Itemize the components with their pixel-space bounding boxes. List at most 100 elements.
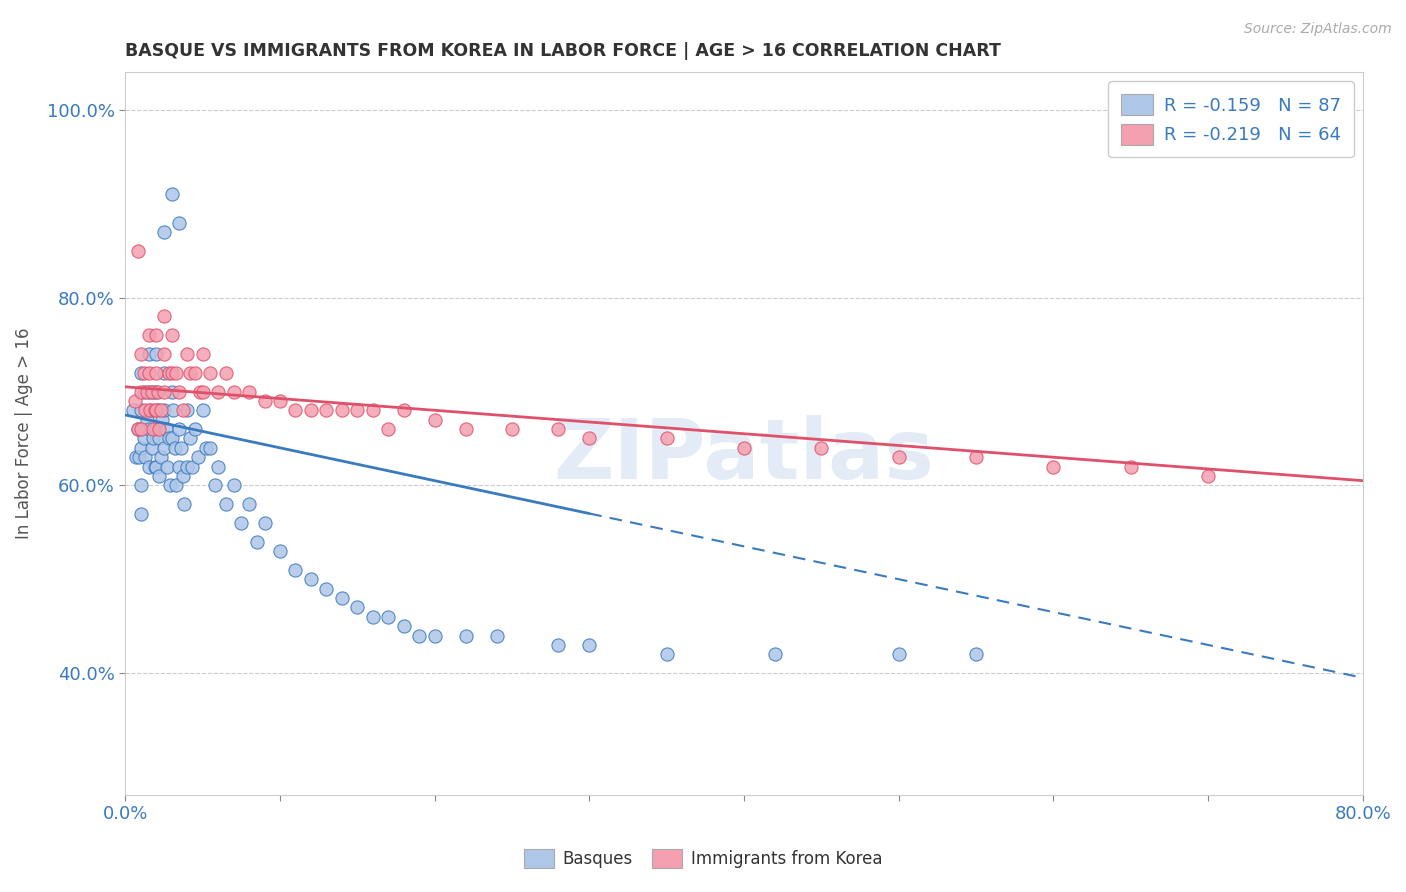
Point: [143, 403, 166, 417]
Point: [160, 366, 183, 380]
Point: [204, 478, 226, 492]
Point: [132, 432, 155, 446]
Point: [160, 432, 183, 446]
Point: [160, 187, 183, 202]
Point: [169, 216, 191, 230]
Point: [169, 422, 191, 436]
Point: [191, 403, 214, 417]
Point: [454, 628, 477, 642]
Point: [655, 648, 678, 662]
Point: [231, 516, 253, 530]
Point: [253, 393, 276, 408]
Point: [128, 450, 150, 465]
Point: [315, 582, 337, 596]
Y-axis label: In Labor Force | Age > 16: In Labor Force | Age > 16: [15, 328, 32, 540]
Point: [124, 393, 146, 408]
Point: [145, 384, 167, 399]
Point: [139, 403, 162, 417]
Point: [129, 507, 152, 521]
Legend: R = -0.159   N = 87, R = -0.219   N = 64: R = -0.159 N = 87, R = -0.219 N = 64: [1108, 81, 1354, 158]
Point: [965, 648, 987, 662]
Point: [361, 609, 384, 624]
Point: [125, 450, 148, 465]
Point: [165, 478, 187, 492]
Point: [153, 225, 176, 239]
Point: [169, 459, 191, 474]
Point: [157, 432, 180, 446]
Point: [253, 516, 276, 530]
Point: [377, 422, 399, 436]
Point: [129, 347, 152, 361]
Point: [763, 648, 786, 662]
Point: [160, 384, 183, 399]
Point: [887, 450, 910, 465]
Point: [148, 432, 170, 446]
Point: [176, 403, 198, 417]
Point: [191, 384, 214, 399]
Point: [207, 384, 229, 399]
Point: [165, 366, 187, 380]
Point: [163, 441, 186, 455]
Point: [361, 403, 384, 417]
Point: [138, 347, 160, 361]
Point: [246, 534, 269, 549]
Point: [284, 563, 307, 577]
Point: [138, 366, 160, 380]
Point: [222, 384, 245, 399]
Point: [143, 459, 166, 474]
Point: [733, 441, 755, 455]
Point: [139, 403, 162, 417]
Point: [129, 422, 152, 436]
Point: [172, 403, 194, 417]
Point: [180, 459, 202, 474]
Point: [142, 384, 165, 399]
Point: [132, 384, 155, 399]
Point: [269, 393, 291, 408]
Point: [134, 403, 156, 417]
Point: [578, 638, 600, 652]
Point: [965, 450, 987, 465]
Point: [141, 441, 163, 455]
Point: [200, 441, 222, 455]
Point: [145, 347, 167, 361]
Point: [215, 497, 238, 511]
Point: [547, 638, 569, 652]
Point: [145, 366, 167, 380]
Point: [145, 328, 167, 343]
Point: [485, 628, 508, 642]
Point: [145, 459, 167, 474]
Point: [330, 403, 353, 417]
Point: [138, 328, 160, 343]
Point: [222, 478, 245, 492]
Point: [142, 432, 165, 446]
Point: [136, 412, 159, 426]
Point: [138, 422, 160, 436]
Point: [141, 384, 163, 399]
Point: [392, 403, 415, 417]
Point: [179, 432, 201, 446]
Point: [129, 403, 152, 417]
Point: [149, 450, 172, 465]
Point: [156, 459, 179, 474]
Point: [547, 422, 569, 436]
Text: BASQUE VS IMMIGRANTS FROM KOREA IN LABOR FORCE | AGE > 16 CORRELATION CHART: BASQUE VS IMMIGRANTS FROM KOREA IN LABOR…: [125, 42, 1001, 60]
Point: [194, 441, 217, 455]
Point: [146, 403, 169, 417]
Point: [132, 366, 155, 380]
Point: [142, 422, 165, 436]
Point: [149, 403, 172, 417]
Point: [153, 403, 176, 417]
Legend: Basques, Immigrants from Korea: Basques, Immigrants from Korea: [517, 842, 889, 875]
Point: [315, 403, 337, 417]
Point: [146, 384, 169, 399]
Point: [423, 412, 446, 426]
Point: [284, 403, 307, 417]
Point: [148, 469, 170, 483]
Point: [238, 497, 260, 511]
Point: [127, 422, 149, 436]
Point: [170, 441, 193, 455]
Point: [157, 366, 180, 380]
Point: [299, 572, 322, 586]
Point: [179, 366, 201, 380]
Text: ZIPatlas: ZIPatlas: [554, 415, 935, 496]
